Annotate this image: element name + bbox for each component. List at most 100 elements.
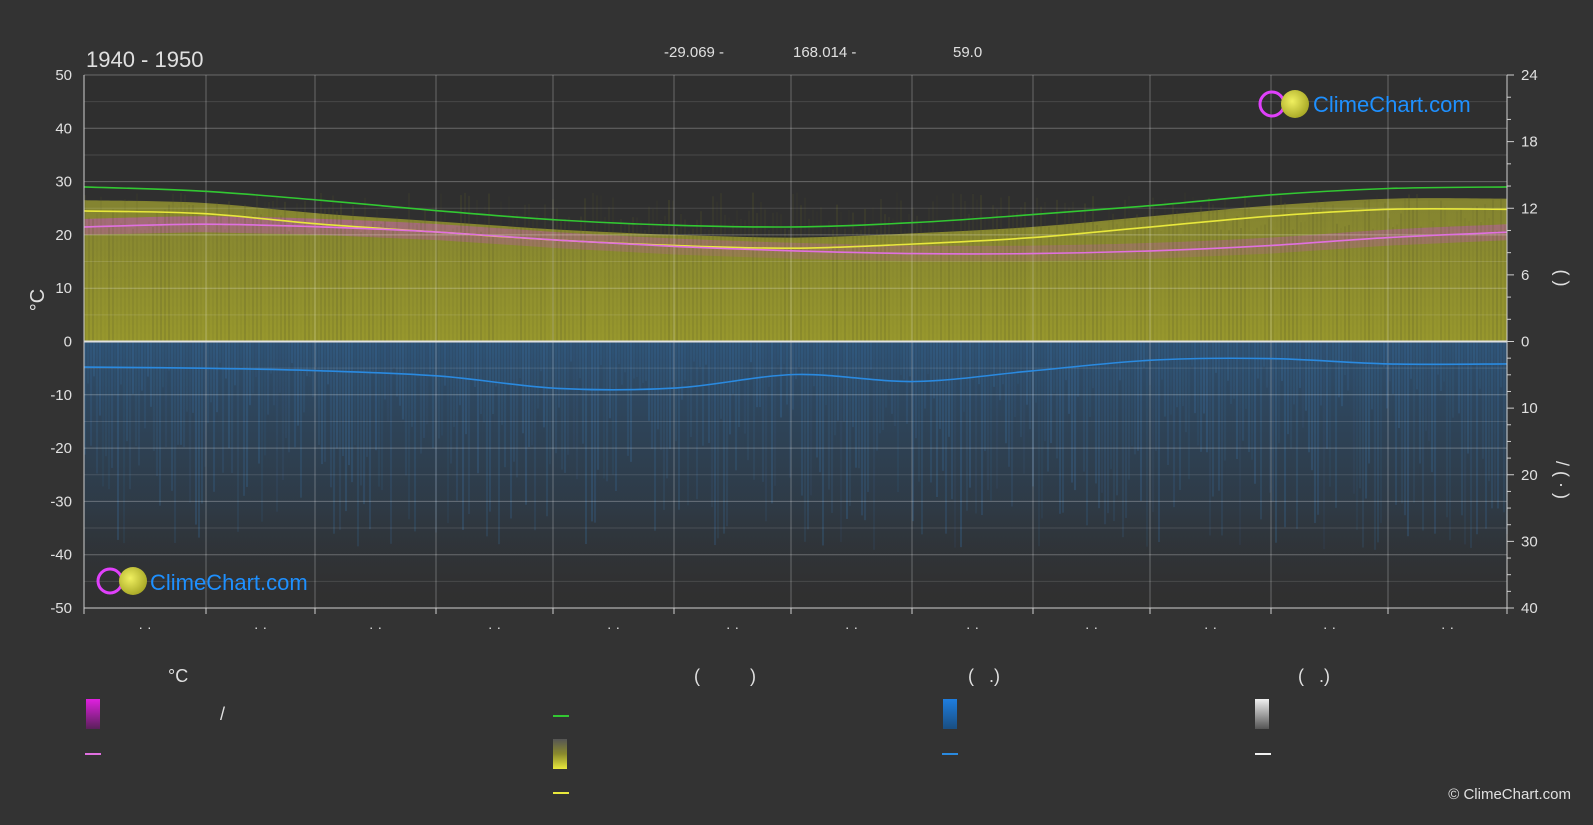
sunshine-streak — [368, 233, 370, 342]
sunshine-streak — [888, 216, 890, 342]
sunshine-streak — [376, 209, 378, 342]
precipitation-streak — [642, 341, 644, 383]
precipitation-streak — [771, 341, 773, 504]
precipitation-streak — [123, 341, 125, 544]
copyright: © ClimeChart.com — [1448, 786, 1571, 803]
precipitation-streak — [546, 341, 548, 517]
sunshine-streak — [332, 195, 334, 342]
precipitation-streak — [252, 341, 254, 394]
precipitation-streak — [1464, 341, 1466, 545]
sunshine-streak — [1272, 230, 1274, 342]
precipitation-streak — [705, 341, 707, 365]
sunshine-streak — [564, 218, 566, 342]
sunshine-streak — [624, 223, 626, 342]
sunshine-streak — [1016, 212, 1018, 342]
precipitation-streak — [240, 341, 242, 367]
sunshine-streak — [648, 206, 650, 342]
precipitation-streak — [105, 341, 107, 457]
precipitation-streak — [1188, 341, 1190, 480]
sunshine-streak — [1160, 231, 1162, 342]
precipitation-streak — [300, 341, 302, 498]
precipitation-streak — [1368, 341, 1370, 464]
sunshine-streak — [1408, 194, 1410, 342]
precipitation-streak — [1179, 341, 1181, 491]
precipitation-streak — [1470, 341, 1472, 548]
precipitation-streak — [819, 341, 821, 473]
precipitation-streak — [192, 341, 194, 413]
sunshine-streak — [1256, 227, 1258, 342]
sunshine-streak — [204, 227, 206, 342]
precipitation-streak — [1233, 341, 1235, 399]
precipitation-streak — [1164, 341, 1166, 417]
precipitation-streak — [1485, 341, 1487, 529]
sunshine-streak — [128, 234, 130, 342]
precipitation-streak — [474, 341, 476, 387]
sunshine-streak — [232, 206, 234, 342]
precipitation-streak — [612, 341, 614, 475]
precipitation-streak — [366, 341, 368, 457]
sunshine-streak — [836, 204, 838, 342]
sunshine-streak — [1188, 217, 1190, 342]
sunshine-streak — [1264, 224, 1266, 342]
precipitation-streak — [234, 341, 236, 386]
precipitation-streak — [117, 341, 119, 540]
precipitation-streak — [591, 341, 593, 522]
precipitation-streak — [537, 341, 539, 409]
precipitation-streak — [1449, 341, 1451, 541]
precipitation-streak — [207, 341, 209, 423]
sunshine-streak — [956, 232, 958, 342]
precipitation-streak — [1077, 341, 1079, 397]
precipitation-streak — [180, 341, 182, 445]
precipitation-streak — [855, 341, 857, 468]
month-label: · · — [966, 619, 979, 635]
sunshine-streak — [1184, 192, 1186, 342]
precipitation-streak — [720, 341, 722, 419]
sunshine-streak — [712, 196, 714, 342]
sunshine-streak — [620, 218, 622, 342]
precipitation-streak — [432, 341, 434, 449]
precipitation-streak — [1065, 341, 1067, 381]
precipitation-streak — [1191, 341, 1193, 367]
sunshine-streak — [392, 228, 394, 342]
sunshine-streak — [316, 229, 318, 342]
precipitation-streak — [894, 341, 896, 427]
sunshine-streak — [524, 204, 526, 342]
precipitation-streak — [1137, 341, 1139, 451]
precipitation-streak — [828, 341, 830, 490]
right-bottom-tick-label: 20 — [1521, 467, 1538, 484]
precipitation-streak — [261, 341, 263, 522]
precipitation-streak — [1497, 341, 1499, 509]
precipitation-streak — [870, 341, 872, 370]
sunshine-streak — [560, 219, 562, 342]
sunshine-streak — [148, 221, 150, 342]
sunshine-streak — [1360, 231, 1362, 342]
precipitation-streak — [606, 341, 608, 482]
sunshine-streak — [116, 209, 118, 342]
precipitation-streak — [1083, 341, 1085, 472]
precipitation-streak — [708, 341, 710, 443]
sunshine-streak — [684, 219, 686, 342]
sunshine-streak — [124, 198, 126, 342]
precipitation-streak — [138, 341, 140, 466]
precipitation-streak — [1269, 341, 1271, 493]
precipitation-streak — [198, 341, 200, 538]
sunshine-streak — [788, 229, 790, 342]
precipitation-streak — [93, 341, 95, 377]
sunshine-streak — [796, 192, 798, 342]
precipitation-streak — [987, 341, 989, 491]
precipitation-streak — [864, 341, 866, 521]
precipitation-streak — [1059, 341, 1061, 514]
precipitation-streak — [1416, 341, 1418, 390]
month-label: · · — [254, 619, 267, 635]
precipitation-streak — [1383, 341, 1385, 368]
sunshine-streak — [444, 210, 446, 342]
precipitation-streak — [1440, 341, 1442, 392]
precipitation-streak — [480, 341, 482, 414]
sunshine-streak — [1144, 219, 1146, 342]
precipitation-streak — [1407, 341, 1409, 537]
precipitation-streak — [1341, 341, 1343, 407]
sunshine-streak — [416, 224, 418, 342]
left-tick-label: 30 — [55, 174, 72, 191]
sunshine-streak — [724, 214, 726, 342]
